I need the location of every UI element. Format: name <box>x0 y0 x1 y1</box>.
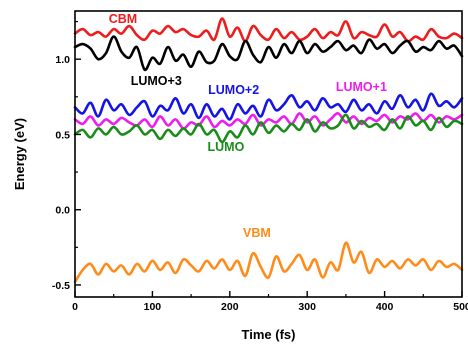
x-tick-label: 200 <box>221 301 239 313</box>
ticks-layer: 0 100 200 300 400 500 -0.5 0.0 0.5 1.0 <box>52 20 468 313</box>
series-label-lumo-plus-1: LUMO+1 <box>336 80 387 94</box>
series-line-lumo-plus-2 <box>73 92 464 121</box>
series-line-lumo-plus-1 <box>73 112 464 130</box>
x-tick-label: 400 <box>376 301 394 313</box>
x-tick-label: 300 <box>298 301 316 313</box>
series-label-lumo: LUMO <box>208 140 245 154</box>
x-tick-label: 500 <box>453 301 468 313</box>
x-tick-label: 0 <box>72 301 78 313</box>
series-line-lumo-plus-3 <box>73 35 464 72</box>
y-tick-label: -0.5 <box>52 280 70 292</box>
series-label-vbm: VBM <box>243 226 271 240</box>
series-line-lumo <box>73 113 464 144</box>
series-layer <box>73 17 464 284</box>
labels-layer: CBM LUMO+3 LUMO+2 LUMO+1 LUMO VBM <box>109 12 387 240</box>
series-label-lumo-plus-2: LUMO+2 <box>208 83 259 97</box>
x-tick-label: 100 <box>144 301 162 313</box>
series-line-vbm <box>73 241 464 284</box>
x-axis-title: Time (fs) <box>242 327 296 342</box>
y-tick-label: 0.5 <box>55 129 70 141</box>
y-axis-title: Energy (eV) <box>12 118 27 190</box>
y-tick-label: 0.0 <box>55 205 70 217</box>
series-label-lumo-plus-3: LUMO+3 <box>131 74 182 88</box>
series-label-cbm: CBM <box>109 12 137 26</box>
y-tick-label: 1.0 <box>55 54 70 66</box>
series-line-cbm <box>73 17 464 43</box>
